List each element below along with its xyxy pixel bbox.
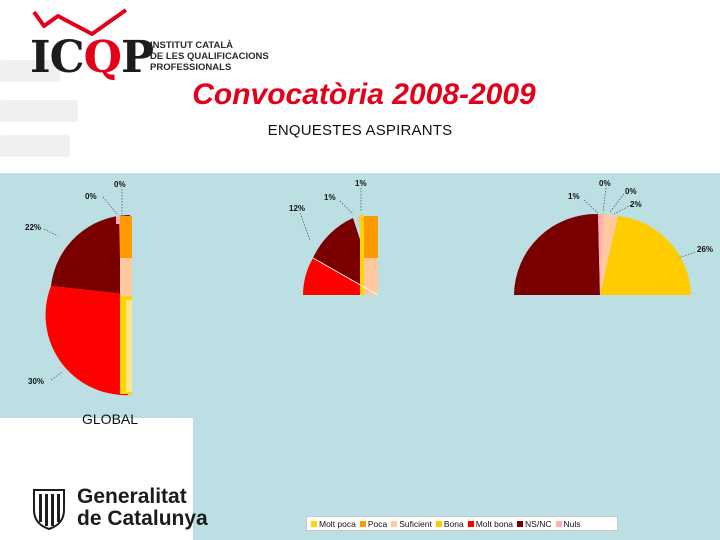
pie-slice-molt-bona: [303, 258, 378, 295]
legend-label: NS/NC: [525, 518, 552, 529]
icqp-logo: ICQP INSTITUT CATALÀ DE LES QUALIFICACIO…: [30, 8, 270, 88]
data-label-5: 26%: [697, 245, 713, 254]
ghost-artifact-1: [0, 60, 60, 82]
legend-swatch: [391, 520, 398, 527]
logo-letter-p: P: [120, 32, 154, 83]
institute-line-2: DE LES QUALIFICACIONS: [150, 51, 269, 62]
leader-line-3: [299, 212, 311, 241]
pie-strip-light: [126, 300, 132, 392]
pie-slice-molt-bona: [45, 286, 132, 396]
page-title: Convocatòria 2008-2009: [0, 78, 720, 112]
legend-item-molt-poca: Molt poca: [311, 519, 356, 529]
logo-swoosh-icon: [32, 8, 128, 36]
pie-chart-2: 1% 1% 12%: [289, 179, 379, 296]
legend-swatch: [467, 520, 474, 527]
data-label-2: 0%: [85, 192, 97, 201]
pie-white-edge: [312, 257, 379, 296]
leader-line-4: [613, 204, 632, 215]
pie-slice-suficient: [364, 258, 378, 295]
leader-line-2: [583, 199, 599, 214]
leader-line-3: [609, 193, 625, 213]
pie-chart-global: 0% 0% 22% 30%: [25, 180, 152, 405]
legend-swatch: [359, 520, 366, 527]
institute-line-3: PROFESSIONALS: [150, 62, 232, 73]
legend-item-ns-nc: NS/NC: [517, 518, 552, 529]
institute-line-1: INSTITUT CATALÀ: [150, 40, 234, 51]
logo-letters-ic: IC: [30, 32, 85, 83]
legend-label: Molt bona: [475, 518, 514, 529]
logo-letter-q: Q: [83, 32, 122, 83]
legend-item-molt-bona: Molt bona: [467, 518, 514, 529]
data-label-3: 12%: [289, 204, 305, 213]
legend-label: Suficient: [399, 518, 432, 529]
pie-slice-nuls: [116, 216, 120, 224]
leader-line-2: [339, 200, 354, 215]
title-text: Convocatòria 2008-2009: [192, 78, 536, 111]
pie-slice-poca: [364, 216, 378, 258]
data-label-3: 22%: [25, 223, 41, 232]
data-label-4: 30%: [28, 377, 44, 386]
chart-legend: Molt poca Poca Suficient Bona Molt bona NS/NC…: [306, 516, 618, 531]
legend-item-suficient: Suficient: [391, 519, 432, 529]
leader-line-5: [677, 251, 696, 259]
legend-label: Nuls: [563, 518, 581, 529]
legend-item-poca: Poca: [359, 518, 388, 529]
leader-lines: [299, 188, 362, 241]
pie-chart-3: 0% 1% 0% 2% 26%: [514, 179, 713, 295]
ghost-artifact-3: [0, 135, 70, 157]
generalitat-line-1: Generalitat: [77, 485, 187, 508]
leader-line-4: [50, 371, 63, 381]
data-label-2: 1%: [568, 192, 580, 201]
pie-slice-suficient: [120, 258, 132, 296]
legend-swatch: [435, 520, 442, 527]
legend-item-bona: Bona: [435, 518, 464, 529]
generalitat-wordmark: Generalitat de Catalunya: [77, 486, 208, 530]
page-subtitle: ENQUESTES ASPIRANTS: [0, 122, 720, 139]
leader-line-2: [102, 196, 118, 215]
generalitat-logo: Generalitat de Catalunya: [30, 486, 208, 532]
data-label-1: 0%: [599, 179, 611, 188]
pie-slice-molt-poca: [360, 215, 364, 295]
lower-white-area: [0, 418, 193, 540]
data-label-3: 0%: [625, 187, 637, 196]
institute-name: INSTITUT CATALÀ DE LES QUALIFICACIONS PR…: [150, 40, 270, 73]
pie-slice-suficient: [600, 214, 618, 295]
data-label-1: 1%: [355, 179, 367, 188]
legend-item-nuls: Nuls: [555, 518, 581, 529]
global-label: GLOBAL: [82, 411, 139, 427]
legend-label: Bona: [443, 518, 464, 529]
generalitat-line-2: de Catalunya: [77, 507, 208, 530]
leader-line-1: [602, 187, 607, 213]
legend-swatch: [517, 520, 524, 527]
logo-wordmark: ICQP: [30, 36, 154, 80]
catalonia-shield-icon: [33, 489, 65, 530]
data-label-4: 2%: [630, 200, 642, 209]
leader-line-3: [43, 228, 59, 237]
pie-slice-ns-nc: [514, 213, 600, 295]
pie-slice-ns-nc: [51, 215, 132, 295]
pie-slice-bona: [600, 216, 691, 295]
ghost-artifact-2: [0, 100, 78, 122]
data-label-2: 1%: [324, 193, 336, 202]
pie-cover-right: [132, 205, 152, 405]
subtitle-text: ENQUESTES ASPIRANTS: [267, 122, 453, 139]
pie-slice-poca: [119, 216, 132, 258]
leader-lines: [43, 189, 123, 381]
data-label-1: 0%: [114, 180, 126, 189]
legend-swatch: [555, 520, 562, 527]
pie-slice-nuls: [598, 214, 604, 295]
leader-lines: [583, 187, 696, 259]
legend-swatch: [311, 520, 317, 527]
legend-label: Poca: [367, 518, 388, 529]
legend-label: Molt poca: [319, 518, 356, 529]
